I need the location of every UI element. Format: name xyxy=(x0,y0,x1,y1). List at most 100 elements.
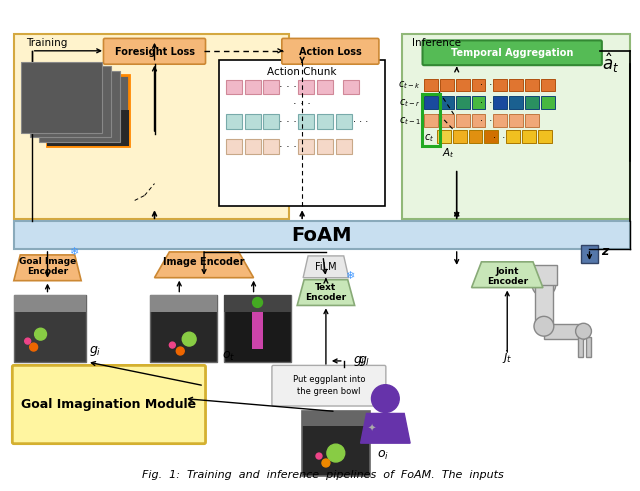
Bar xyxy=(472,96,485,109)
Text: Training: Training xyxy=(26,38,67,48)
Bar xyxy=(264,114,279,129)
Bar xyxy=(522,130,536,143)
Circle shape xyxy=(371,385,399,412)
Bar xyxy=(14,295,86,362)
Polygon shape xyxy=(297,280,355,305)
Bar xyxy=(244,139,260,154)
Bar xyxy=(577,337,582,357)
Bar xyxy=(14,221,630,249)
Bar xyxy=(422,94,440,146)
Bar xyxy=(219,60,385,206)
Bar xyxy=(298,80,314,94)
Text: · · ·: · · · xyxy=(279,117,297,127)
Circle shape xyxy=(534,316,554,336)
Bar xyxy=(29,66,111,137)
Text: Text: Text xyxy=(316,283,337,292)
Text: $A_t$: $A_t$ xyxy=(442,146,455,160)
FancyBboxPatch shape xyxy=(12,365,205,444)
Bar xyxy=(317,139,333,154)
Bar xyxy=(343,80,358,94)
Bar xyxy=(317,80,333,94)
Circle shape xyxy=(182,332,196,346)
Text: $c_{t-k}$: $c_{t-k}$ xyxy=(399,80,421,91)
Bar xyxy=(226,80,242,94)
Polygon shape xyxy=(303,256,349,278)
Bar xyxy=(440,96,454,109)
Bar xyxy=(541,79,555,91)
Text: FoAM: FoAM xyxy=(292,225,352,245)
Text: $c_{t-r}$: $c_{t-r}$ xyxy=(399,97,421,109)
Text: Inference: Inference xyxy=(412,38,461,48)
Bar xyxy=(244,114,260,129)
Bar xyxy=(456,114,470,127)
Bar xyxy=(252,300,264,349)
Bar xyxy=(525,114,539,127)
Text: · · ·: · · · xyxy=(353,117,368,127)
Bar xyxy=(493,114,508,127)
Text: · · ·: · · · xyxy=(279,142,297,152)
Text: ·  ·: · · xyxy=(493,133,506,143)
Bar xyxy=(531,265,557,285)
Bar xyxy=(544,324,584,339)
Text: $g_l$: $g_l$ xyxy=(358,354,371,368)
Bar xyxy=(456,96,470,109)
Circle shape xyxy=(29,343,38,351)
Bar xyxy=(336,139,351,154)
Bar xyxy=(298,114,314,129)
Bar xyxy=(224,295,291,312)
FancyBboxPatch shape xyxy=(104,38,205,64)
Text: FiLM: FiLM xyxy=(315,262,337,272)
Bar xyxy=(440,114,454,127)
Bar xyxy=(226,139,242,154)
Bar xyxy=(402,34,630,219)
Text: · · ·: · · · xyxy=(279,82,297,92)
Text: Goal Imagination Module: Goal Imagination Module xyxy=(21,398,196,411)
Circle shape xyxy=(35,328,47,340)
Circle shape xyxy=(25,338,31,344)
Bar xyxy=(47,110,129,146)
Text: Image Encoder: Image Encoder xyxy=(163,257,244,267)
Text: Action Chunk: Action Chunk xyxy=(268,67,337,77)
Text: ❄: ❄ xyxy=(68,247,78,257)
Text: ✦: ✦ xyxy=(367,423,376,433)
Bar xyxy=(472,114,485,127)
Text: ·  ·: · · xyxy=(480,116,493,126)
Text: $j_t$: $j_t$ xyxy=(502,349,513,365)
Text: $c_{t-1}$: $c_{t-1}$ xyxy=(399,115,421,127)
FancyBboxPatch shape xyxy=(272,365,386,406)
Bar xyxy=(298,139,314,154)
Circle shape xyxy=(327,444,345,462)
Bar xyxy=(456,79,470,91)
Bar xyxy=(38,71,120,142)
Text: ·  ·: · · xyxy=(480,81,493,90)
Bar xyxy=(586,337,591,357)
Circle shape xyxy=(575,323,591,339)
Circle shape xyxy=(176,347,184,355)
Text: Action Loss: Action Loss xyxy=(298,47,361,57)
Bar xyxy=(150,295,217,312)
Polygon shape xyxy=(154,252,253,278)
Text: · · ·: · · · xyxy=(293,99,311,109)
Bar xyxy=(47,75,129,146)
Text: $g_l$: $g_l$ xyxy=(353,354,366,368)
Bar xyxy=(224,295,291,362)
FancyBboxPatch shape xyxy=(422,40,602,65)
Bar xyxy=(509,79,523,91)
Polygon shape xyxy=(14,255,81,281)
Bar xyxy=(20,62,102,133)
Text: Goal Image: Goal Image xyxy=(19,257,76,266)
Bar xyxy=(150,295,217,362)
Bar xyxy=(525,96,539,109)
Circle shape xyxy=(253,298,262,307)
Bar xyxy=(468,130,483,143)
Text: Encoder: Encoder xyxy=(27,267,68,276)
Text: the green bowl: the green bowl xyxy=(297,387,360,396)
Text: Encoder: Encoder xyxy=(305,293,346,302)
Bar xyxy=(264,80,279,94)
Text: ❄: ❄ xyxy=(345,271,355,281)
Text: Put eggplant into: Put eggplant into xyxy=(292,375,365,384)
Bar xyxy=(541,96,555,109)
Bar xyxy=(452,130,467,143)
Circle shape xyxy=(316,453,322,459)
Text: Joint: Joint xyxy=(495,267,519,276)
